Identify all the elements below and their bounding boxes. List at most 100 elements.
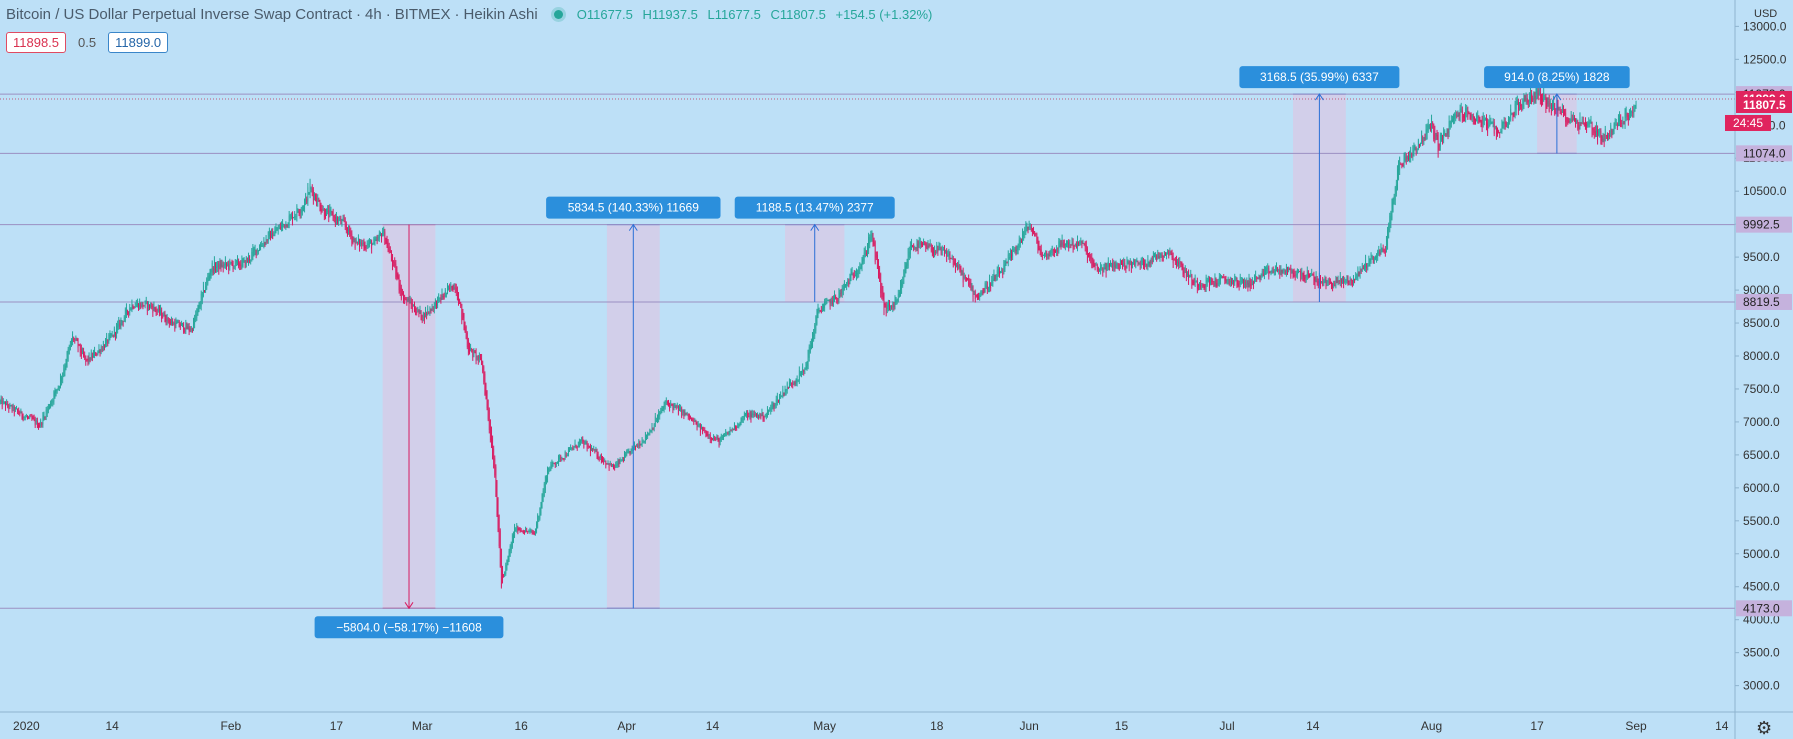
candle-body <box>493 448 495 468</box>
chart-style-label[interactable]: Heikin Ashi <box>463 6 538 23</box>
candle-body <box>337 218 338 223</box>
candle-body <box>44 417 46 419</box>
candle-body <box>410 301 412 305</box>
candle-body <box>372 243 374 246</box>
candle-body <box>1291 270 1293 274</box>
candle-body <box>6 402 7 405</box>
candle-body <box>840 293 842 295</box>
candle-body <box>343 219 345 222</box>
candle-body <box>1608 133 1609 137</box>
candle-body <box>955 262 956 269</box>
candle-body <box>670 402 672 406</box>
candle-body <box>342 218 344 221</box>
candle-body <box>784 389 786 395</box>
candle-body <box>889 304 890 310</box>
measurement-label: 1188.5 (13.47%) 2377 <box>756 201 874 215</box>
candle-body <box>1535 89 1537 99</box>
candle-body <box>699 424 701 433</box>
candle-body <box>1094 264 1096 267</box>
candle-body <box>607 462 609 464</box>
candle-body <box>786 383 788 391</box>
candle-body <box>1106 263 1108 271</box>
sell-price-button[interactable]: 11898.5 <box>6 32 67 53</box>
candle-body <box>1172 255 1174 264</box>
candle-body <box>686 412 688 414</box>
candle-body <box>399 283 401 292</box>
candle-body <box>685 412 687 416</box>
candle-body <box>583 440 585 448</box>
candle-body <box>1378 250 1380 255</box>
symbol-title[interactable]: Bitcoin / US Dollar Perpetual Inverse Sw… <box>6 6 352 23</box>
candle-body <box>833 295 834 303</box>
interval-label[interactable]: 4h <box>365 6 382 23</box>
candle-body <box>1039 247 1041 251</box>
candle-body <box>1432 123 1434 125</box>
candle-body <box>667 402 668 404</box>
candle-body <box>835 296 836 299</box>
candle-body <box>814 325 816 337</box>
candle-body <box>1364 266 1365 269</box>
x-tick-label: 16 <box>514 719 528 733</box>
candle-body <box>579 440 580 445</box>
candle-body <box>1078 242 1079 246</box>
candle-body <box>994 277 996 281</box>
candle-body <box>980 292 982 297</box>
candle-body <box>5 401 6 408</box>
candle-body <box>561 457 563 459</box>
candle-body <box>717 438 719 440</box>
candle-body <box>825 301 827 306</box>
x-tick-label: 14 <box>1306 719 1320 733</box>
candle-body <box>640 444 642 446</box>
candle-body <box>33 418 35 420</box>
candle-body <box>739 424 741 426</box>
candle-body <box>1036 234 1038 244</box>
price-axis: 3000.03500.04000.04500.05000.05500.06000… <box>1725 0 1793 739</box>
candle-body <box>922 244 923 247</box>
candle-body <box>978 296 979 299</box>
candle-body <box>773 404 775 408</box>
candle-body <box>425 309 426 318</box>
candle-body <box>315 194 316 201</box>
candle-body <box>211 262 213 273</box>
candle-body <box>802 366 804 373</box>
settings-gear-icon[interactable]: ⚙ <box>1756 718 1773 738</box>
candle-body <box>903 269 905 284</box>
candle-body <box>731 428 733 431</box>
candle-body <box>792 383 794 385</box>
candle-body <box>1159 253 1161 258</box>
candle-body <box>27 416 28 418</box>
candle-body <box>491 429 492 447</box>
candle-body <box>1260 273 1262 279</box>
candle-body <box>433 302 435 310</box>
candle-body <box>1498 131 1499 134</box>
candle-body <box>569 448 570 452</box>
buy-price-button[interactable]: 11899.0 <box>108 32 169 53</box>
candle-body <box>930 245 932 251</box>
candle-body <box>616 463 618 467</box>
candle-body <box>1315 275 1317 282</box>
chart-header: Bitcoin / US Dollar Perpetual Inverse Sw… <box>6 6 938 23</box>
candle-body <box>1275 270 1276 272</box>
candle-body <box>892 303 894 308</box>
candle-body <box>1491 121 1493 123</box>
candle-body <box>1531 93 1532 102</box>
candle-body <box>1308 273 1309 278</box>
candle-body <box>510 542 512 551</box>
candle-body <box>1569 121 1571 123</box>
candle-body <box>431 306 433 311</box>
candle-body <box>1459 108 1461 117</box>
candle-body <box>450 283 452 289</box>
candle-body <box>859 266 861 271</box>
candle-body <box>1399 157 1401 171</box>
candle-body <box>1430 126 1431 130</box>
candle-body <box>1287 269 1288 271</box>
candle-body <box>738 424 740 426</box>
candle-body <box>108 334 110 342</box>
candle-body <box>122 321 124 323</box>
candle-body <box>1554 103 1556 114</box>
candle-body <box>442 296 444 298</box>
candle-body <box>175 321 177 327</box>
candle-body <box>1360 270 1362 272</box>
candle-body <box>1546 102 1548 106</box>
